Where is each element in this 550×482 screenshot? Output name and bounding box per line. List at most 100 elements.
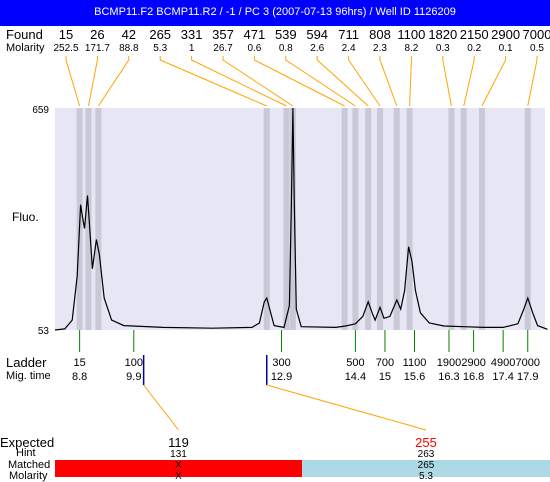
expected-leader-1 — [266, 384, 427, 431]
ladder-time: 15 — [379, 371, 391, 383]
ladder-time: 12.9 — [271, 371, 292, 383]
found-peak-molarity: 2.4 — [342, 43, 356, 54]
ladder-time: 17.4 — [492, 371, 513, 383]
found-peak-size: 15 — [59, 27, 73, 42]
found-peak-molarity: 0.1 — [499, 43, 513, 54]
found-peak-size: 594 — [306, 27, 328, 42]
found-peak-size: 265 — [149, 27, 171, 42]
ladder-size: 1900 — [437, 357, 461, 369]
ladder-time: 8.8 — [72, 371, 87, 383]
found-peak-size: 539 — [275, 27, 297, 42]
peak-band-3 — [263, 108, 270, 330]
expected-bar-1 — [302, 460, 550, 477]
found-peak-molarity: 88.8 — [119, 43, 139, 54]
found-peak-molarity: 8.2 — [404, 43, 418, 54]
y-axis-label: Fluo. — [12, 210, 39, 224]
found-peak-molarity: 26.7 — [213, 43, 233, 54]
found-peak-size: 808 — [369, 27, 391, 42]
title-bar: BCMP11.F2 BCMP11.R2 / -1 / PC 3 (2007-07… — [0, 0, 550, 26]
ladder-label: Ladder — [6, 355, 47, 370]
found-peak-leader-2 — [97, 56, 130, 107]
ladder-size: 2900 — [461, 357, 485, 369]
found-peak-leader-9 — [348, 56, 381, 107]
expected-matched: X — [175, 460, 182, 471]
found-peak-molarity: 5.3 — [153, 43, 167, 54]
ladder-size: 4900 — [491, 357, 515, 369]
found-peak-leader-15 — [527, 56, 538, 107]
ladder-size: 300 — [272, 357, 290, 369]
peak-band-12 — [448, 108, 455, 330]
molarity-row-label: Molarity — [9, 470, 48, 482]
ladder-time: 16.8 — [463, 371, 484, 383]
peak-band-7 — [352, 108, 359, 330]
found-peak-molarity: 252.5 — [53, 43, 78, 54]
ladder-size: 15 — [73, 357, 85, 369]
found-peak-leader-0 — [65, 56, 81, 107]
plot-area — [55, 108, 545, 330]
found-peak-leader-5 — [222, 56, 294, 107]
found-peak-leader-1 — [87, 56, 98, 107]
found-peak-molarity: 2.3 — [373, 43, 387, 54]
found-peak-molarity: 0.3 — [436, 43, 450, 54]
peak-band-4 — [283, 108, 290, 330]
found-peak-leader-12 — [442, 56, 452, 107]
peak-band-8 — [365, 108, 372, 330]
electropherogram-trace — [54, 107, 548, 331]
found-peak-leader-6 — [253, 56, 345, 107]
found-peak-molarity: 0.6 — [247, 43, 261, 54]
found-peak-size: 1820 — [428, 27, 457, 42]
ladder-time: 17.9 — [517, 371, 538, 383]
found-peak-size: 711 — [338, 27, 359, 42]
found-peak-size: 7000 — [523, 27, 550, 42]
expected-leader-0 — [143, 384, 179, 431]
expected-molarity: 5.3 — [419, 471, 433, 480]
ladder-time: 9.9 — [126, 371, 141, 383]
ladder-size: 7000 — [516, 357, 540, 369]
found-peak-molarity: 1 — [189, 43, 195, 54]
found-peak-molarity: 2.6 — [310, 43, 324, 54]
ladder-size: 500 — [346, 357, 364, 369]
ladder-time: 16.3 — [438, 371, 459, 383]
expected-hint: 263 — [418, 449, 435, 460]
found-peak-leader-8 — [316, 56, 369, 107]
hint-label: Hint — [16, 447, 36, 459]
found-peak-leader-3 — [159, 56, 267, 107]
ladder-size: 700 — [376, 357, 394, 369]
found-peak-leader-4 — [191, 56, 287, 107]
expected-molarity: X — [175, 471, 182, 480]
ladder-size: 100 — [125, 357, 143, 369]
found-peak-size: 26 — [90, 27, 104, 42]
peak-band-6 — [341, 108, 348, 330]
found-peak-leader-7 — [285, 56, 356, 107]
expected-label: Expected — [0, 435, 55, 450]
expected-hint: 131 — [170, 449, 187, 460]
found-peak-size: 471 — [244, 27, 266, 42]
peak-band-9 — [377, 108, 384, 330]
peak-band-13 — [460, 108, 467, 330]
found-peak-size: 357 — [212, 27, 234, 42]
peak-band-14 — [478, 108, 485, 330]
ladder-size: 1100 — [403, 357, 427, 369]
expected-bar-0 — [55, 460, 302, 477]
y-tick-label-top: 659 — [32, 105, 49, 116]
found-peak-molarity: 0.8 — [279, 43, 293, 54]
expected-size: 255 — [415, 435, 437, 450]
ladder-time: 15.6 — [404, 371, 425, 383]
found-label: Found — [6, 27, 43, 42]
found-peak-leader-13 — [463, 56, 475, 107]
found-peak-leader-10 — [379, 56, 398, 107]
expected-matched: 265 — [418, 460, 435, 471]
peak-band-10 — [393, 108, 400, 330]
mig-time-label: Mig. time — [6, 370, 51, 382]
expected-size: 119 — [168, 435, 189, 450]
peak-band-5 — [289, 108, 296, 330]
found-peak-size: 42 — [122, 27, 136, 42]
found-peak-molarity: 0.5 — [530, 43, 544, 54]
ladder-time: 14.4 — [345, 371, 366, 383]
molarity-label: Molarity — [6, 42, 45, 54]
found-peak-molarity: 0.2 — [467, 43, 481, 54]
matched-label: Matched — [8, 459, 51, 471]
found-peak-size: 2150 — [460, 27, 489, 42]
